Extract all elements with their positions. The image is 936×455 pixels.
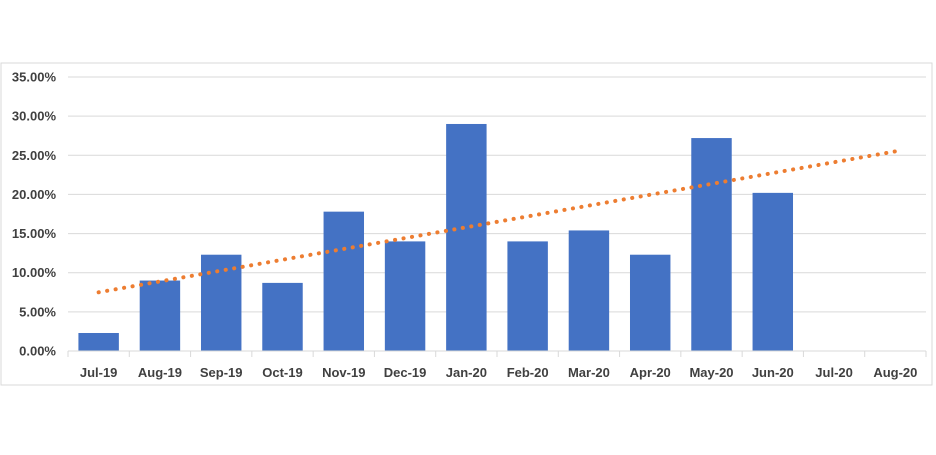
y-tick-label: 10.00% — [12, 265, 57, 280]
x-tick-label: Dec-19 — [384, 365, 427, 380]
y-tick-label: 5.00% — [19, 304, 56, 319]
x-tick-label: Nov-19 — [322, 365, 365, 380]
x-tick-label: Jul-20 — [815, 365, 853, 380]
trendline — [96, 149, 898, 295]
x-tick-label: Oct-19 — [262, 365, 302, 380]
x-tick-label: Jul-19 — [80, 365, 118, 380]
x-tick-label: Mar-20 — [568, 365, 610, 380]
y-tick-label: 0.00% — [19, 344, 56, 359]
bar — [200, 254, 242, 351]
x-axis: Jul-19 Aug-19 Sep-19 Oct-19 Nov-19 Dec-19 Jan-… — [67, 350, 927, 380]
bar — [384, 241, 426, 351]
bar — [568, 230, 610, 351]
bar — [139, 280, 181, 351]
bar — [78, 332, 119, 351]
bar — [691, 138, 732, 351]
bars — [78, 123, 794, 351]
bar — [446, 123, 487, 351]
bar — [507, 241, 548, 351]
x-tick-label: May-20 — [689, 365, 733, 380]
trendline-line — [96, 149, 898, 295]
x-tick-label: Apr-20 — [630, 365, 671, 380]
y-tick-label: 25.00% — [12, 148, 57, 163]
x-tick-label: Feb-20 — [507, 365, 549, 380]
gridlines — [68, 76, 926, 313]
bar — [629, 254, 671, 351]
y-tick-label: 35.00% — [12, 70, 57, 85]
y-tick-label: 20.00% — [12, 187, 57, 202]
y-axis: 0.00% 5.00% 10.00% 15.00% 20.00% 25.00% 30.00%… — [12, 70, 57, 359]
x-tick-label: Aug-19 — [138, 365, 182, 380]
chart-border — [0, 62, 933, 386]
y-tick-label: 15.00% — [12, 226, 57, 241]
x-tick-label: Jun-20 — [752, 365, 794, 380]
x-tick-label: Sep-19 — [200, 365, 243, 380]
x-tick-label: Jan-20 — [446, 365, 487, 380]
y-tick-label: 30.00% — [12, 109, 57, 124]
bar — [752, 192, 794, 351]
bar — [262, 282, 303, 351]
bar — [323, 211, 365, 351]
x-tick-label: Aug-20 — [873, 365, 917, 380]
